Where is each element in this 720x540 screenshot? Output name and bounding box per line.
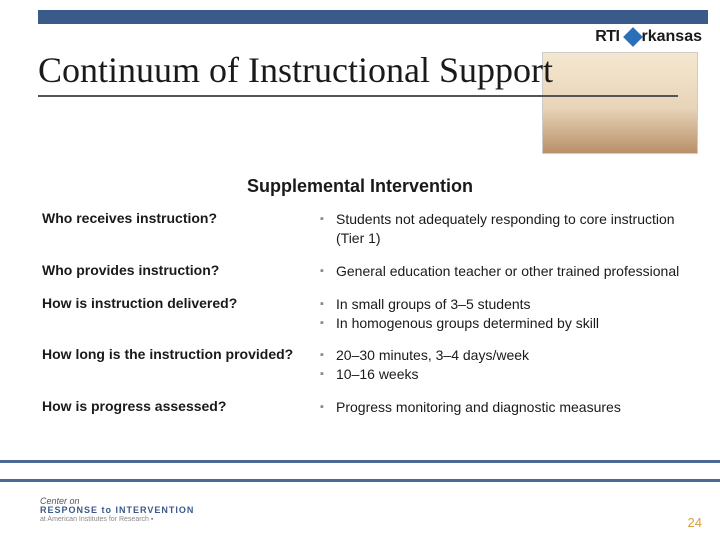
logo-state-text: rkansas (624, 28, 703, 46)
top-accent-bar (38, 10, 708, 24)
footer-accent-bar (0, 460, 720, 482)
answer-item: In homogenous groups determined by skill (320, 314, 682, 333)
footer-line2: RESPONSE to INTERVENTION (40, 506, 194, 516)
logo-rti-text: RTI (595, 28, 619, 46)
question-label: How is instruction delivered? (42, 295, 320, 311)
content-table: Who receives instruction? Students not a… (42, 210, 682, 431)
answer-item: Students not adequately responding to co… (320, 210, 682, 248)
table-row: How is instruction delivered? In small g… (42, 295, 682, 333)
brand-logo: RTI rkansas (595, 28, 702, 46)
table-row: How is progress assessed? Progress monit… (42, 398, 682, 417)
question-label: How long is the instruction provided? (42, 346, 320, 362)
diamond-icon (623, 27, 643, 47)
question-label: Who provides instruction? (42, 262, 320, 278)
answer-item: General education teacher or other train… (320, 262, 682, 281)
slide-subtitle: Supplemental Intervention (0, 176, 720, 197)
table-row: Who receives instruction? Students not a… (42, 210, 682, 248)
answer-cell: 20–30 minutes, 3–4 days/week 10–16 weeks (320, 346, 682, 384)
answer-item: 20–30 minutes, 3–4 days/week (320, 346, 682, 365)
answer-cell: Students not adequately responding to co… (320, 210, 682, 248)
answer-cell: In small groups of 3–5 students In homog… (320, 295, 682, 333)
page-number: 24 (688, 515, 702, 530)
footer-logo: Center on RESPONSE to INTERVENTION at Am… (40, 497, 194, 524)
answer-item: In small groups of 3–5 students (320, 295, 682, 314)
answer-cell: General education teacher or other train… (320, 262, 682, 281)
footer-line3: at American Institutes for Research ▪ (40, 516, 194, 524)
question-label: Who receives instruction? (42, 210, 320, 226)
slide-title: Continuum of Instructional Support (38, 50, 678, 97)
table-row: Who provides instruction? General educat… (42, 262, 682, 281)
table-row: How long is the instruction provided? 20… (42, 346, 682, 384)
answer-cell: Progress monitoring and diagnostic measu… (320, 398, 682, 417)
answer-item: 10–16 weeks (320, 365, 682, 384)
answer-item: Progress monitoring and diagnostic measu… (320, 398, 682, 417)
question-label: How is progress assessed? (42, 398, 320, 414)
